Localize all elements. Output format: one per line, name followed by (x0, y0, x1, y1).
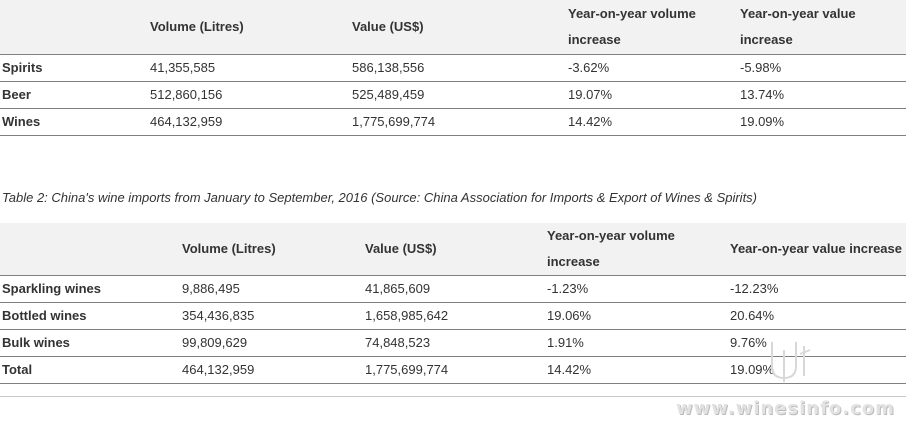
table-row: Bottled wines 354,436,835 1,658,985,642 … (0, 302, 906, 330)
cell-volume-increase: -3.62% (568, 54, 740, 82)
cell-value-increase: 9.76% (730, 329, 906, 357)
cell-value: 1,775,699,774 (352, 108, 568, 136)
header-value: Value (US$) (365, 223, 547, 276)
cell-volume-increase: 19.06% (547, 302, 730, 330)
cell-volume: 41,355,585 (150, 54, 352, 82)
header-value-increase: Year-on-year value increase (730, 223, 906, 276)
cell-value-increase: 19.09% (730, 356, 906, 384)
header-volume: Volume (Litres) (182, 223, 365, 276)
row-label: Total (0, 356, 182, 384)
table-header-row: Volume (Litres) Value (US$) Year-on-year… (0, 0, 906, 55)
watermark-logo-icon (771, 342, 811, 382)
cell-volume: 512,860,156 (150, 81, 352, 109)
header-volume: Volume (Litres) (150, 0, 352, 55)
row-label: Bottled wines (0, 302, 182, 330)
header-volume-increase: Year-on-year volume increase (568, 0, 740, 55)
bottom-divider (0, 396, 906, 397)
header-cell-empty (0, 0, 150, 55)
cell-volume-increase: 1.91% (547, 329, 730, 357)
cell-value: 1,775,699,774 (365, 356, 547, 384)
cell-volume: 9,886,495 (182, 275, 365, 303)
cell-volume-increase: 14.42% (547, 356, 730, 384)
table-row: Bulk wines 99,809,629 74,848,523 1.91% 9… (0, 329, 906, 357)
imports-table-1: Volume (Litres) Value (US$) Year-on-year… (0, 0, 906, 136)
cell-value-increase: -12.23% (730, 275, 906, 303)
imports-table-2: Volume (Litres) Value (US$) Year-on-year… (0, 223, 906, 384)
cell-value-increase: 20.64% (730, 302, 906, 330)
cell-value: 525,489,459 (352, 81, 568, 109)
row-label: Sparkling wines (0, 275, 182, 303)
header-value: Value (US$) (352, 0, 568, 55)
header-volume-increase: Year-on-year volume increase (547, 223, 730, 276)
table-row-total: Total 464,132,959 1,775,699,774 14.42% 1… (0, 356, 906, 384)
header-cell-empty (0, 223, 182, 276)
table-row: Sparkling wines 9,886,495 41,865,609 -1.… (0, 275, 906, 303)
row-label: Wines (0, 108, 150, 136)
cell-volume: 464,132,959 (182, 356, 365, 384)
cell-value: 74,848,523 (365, 329, 547, 357)
table-header-row: Volume (Litres) Value (US$) Year-on-year… (0, 223, 906, 276)
table-row: Spirits 41,355,585 586,138,556 -3.62% -5… (0, 54, 906, 82)
cell-value-increase: -5.98% (740, 54, 906, 82)
table-row: Beer 512,860,156 525,489,459 19.07% 13.7… (0, 81, 906, 109)
table-2-caption: Table 2: China's wine imports from Janua… (2, 190, 758, 205)
cell-value-increase: 13.74% (740, 81, 906, 109)
row-label: Beer (0, 81, 150, 109)
cell-value: 586,138,556 (352, 54, 568, 82)
cell-volume: 354,436,835 (182, 302, 365, 330)
table-row: Wines 464,132,959 1,775,699,774 14.42% 1… (0, 108, 906, 136)
header-value-increase: Year-on-year value increase (740, 0, 906, 55)
cell-value-increase: 19.09% (740, 108, 906, 136)
row-label: Spirits (0, 54, 150, 82)
row-label: Bulk wines (0, 329, 182, 357)
cell-value: 41,865,609 (365, 275, 547, 303)
cell-volume: 464,132,959 (150, 108, 352, 136)
cell-volume-increase: -1.23% (547, 275, 730, 303)
watermark-text: www.winesinfo.com (676, 398, 895, 419)
cell-volume-increase: 14.42% (568, 108, 740, 136)
cell-value: 1,658,985,642 (365, 302, 547, 330)
cell-volume: 99,809,629 (182, 329, 365, 357)
cell-volume-increase: 19.07% (568, 81, 740, 109)
